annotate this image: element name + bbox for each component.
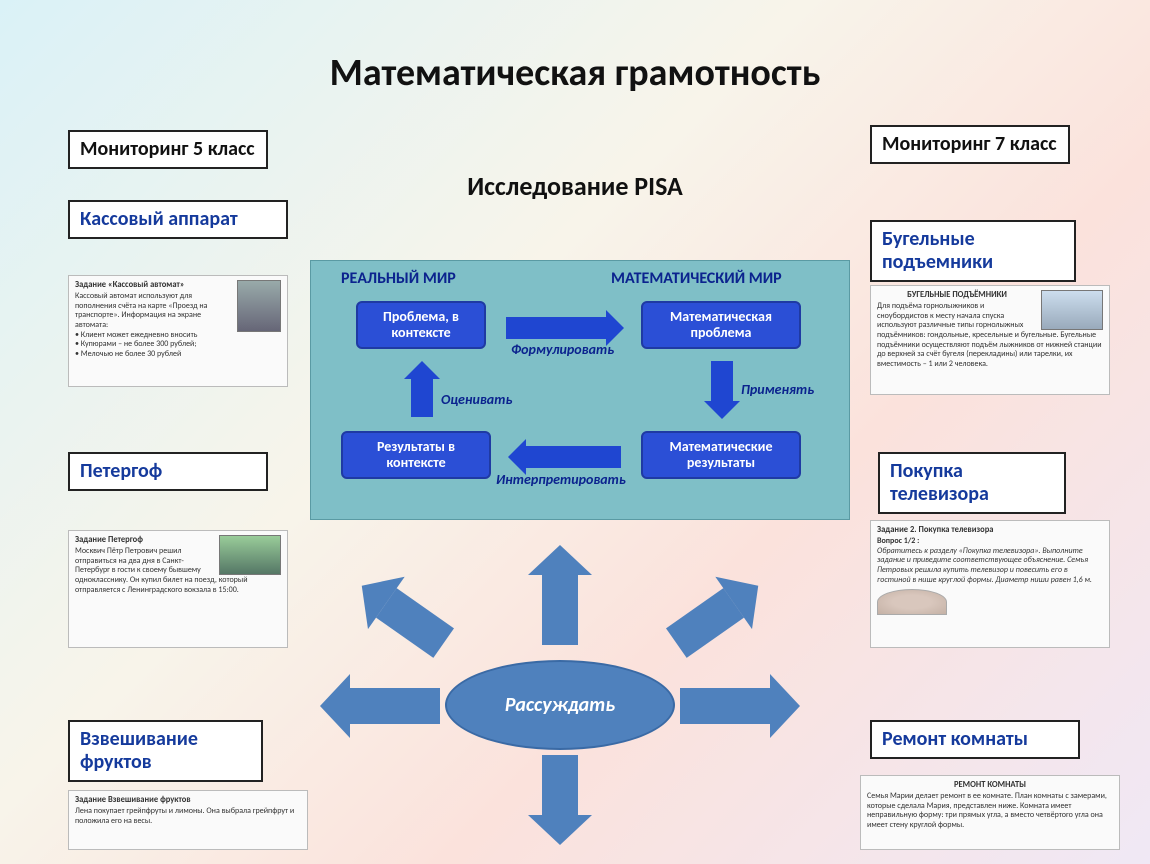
palace-icon [219, 535, 281, 575]
label-evaluate: Оценивать [441, 391, 512, 408]
snippet-body: Обратитесь к разделу «Покупка телевизора… [877, 547, 1103, 585]
arrow-evaluate [411, 379, 433, 417]
out-arrow-upright [666, 588, 744, 658]
snippet-tv: Задание 2. Покупка телевизора Вопрос 1/2… [870, 520, 1110, 648]
snippet-petergof: Задание Петергоф Москвич Пётр Петрович р… [68, 530, 288, 648]
subtitle: Исследование PISA [0, 170, 1150, 202]
snippet-kassa: Задание «Кассовый автомат» Кассовый авто… [68, 275, 288, 387]
card-kassa: Кассовый аппарат [68, 200, 288, 239]
pisa-heading-right: МАТЕМАТИЧЕСКИЙ МИР [611, 269, 782, 288]
pisa-box-tr: Математическая проблема [641, 301, 801, 349]
arrow-apply [711, 361, 733, 401]
snippet-fruits: Задание Взвешивание фруктов Лена покупае… [68, 790, 308, 850]
out-arrow-up [542, 575, 578, 645]
snippet-body: Лена покупает грейпфруты и лимоны. Она в… [75, 807, 301, 826]
snippet-bugel: БУГЕЛЬНЫЕ ПОДЪЁМНИКИ Для подъёма горнолы… [870, 285, 1110, 395]
snippet-body: Семья Марии делает ремонт в ее комнате. … [867, 792, 1113, 830]
left-monitoring: Мониторинг 5 класс [68, 130, 268, 169]
card-remont: Ремонт комнаты [870, 720, 1080, 759]
out-arrow-right [680, 688, 770, 724]
center-oval-label: Рассуждать [505, 693, 615, 717]
card-petergof: Петергоф [68, 452, 268, 491]
label-apply: Применять [741, 381, 814, 398]
ski-lift-icon [1041, 290, 1103, 330]
snippet-heading: РЕМОНТ КОМНАТЫ [867, 780, 1113, 790]
snippet-heading: Задание 2. Покупка телевизора [877, 525, 1103, 535]
pisa-diagram: РЕАЛЬНЫЙ МИР МАТЕМАТИЧЕСКИЙ МИР Проблема… [310, 260, 850, 520]
pisa-box-bl: Результаты в контексте [341, 431, 491, 479]
card-bugel: Бугельные подъемники [870, 220, 1076, 282]
label-interpret: Интерпретировать [496, 471, 626, 488]
page-title: Математическая грамотность [0, 50, 1150, 96]
pisa-heading-left: РЕАЛЬНЫЙ МИР [341, 269, 456, 288]
tv-niche-icon [877, 589, 947, 615]
snippet-remont: РЕМОНТ КОМНАТЫ Семья Марии делает ремонт… [860, 775, 1120, 850]
kiosk-icon [237, 280, 281, 332]
right-monitoring: Мониторинг 7 класс [870, 125, 1070, 164]
center-oval: Рассуждать [445, 660, 675, 750]
out-arrow-left [350, 688, 440, 724]
card-tv: Покупка телевизора [878, 452, 1066, 514]
arrow-interpret [526, 446, 621, 468]
out-arrow-upleft [376, 588, 454, 658]
snippet-heading: Задание Взвешивание фруктов [75, 795, 301, 805]
pisa-box-tl: Проблема, в контексте [356, 301, 486, 349]
label-formulate: Формулировать [511, 341, 614, 358]
pisa-box-br: Математические результаты [641, 431, 801, 479]
arrow-formulate [506, 317, 606, 339]
out-arrow-down [542, 755, 578, 815]
card-fruits: Взвешивание фруктов [68, 720, 263, 782]
